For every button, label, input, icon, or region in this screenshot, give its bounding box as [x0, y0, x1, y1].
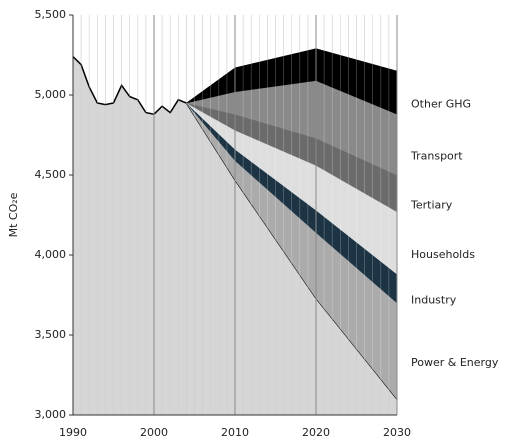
y-tick-label: 3,000 [35, 408, 67, 421]
x-tick-label: 2010 [221, 426, 249, 439]
y-tick-label: 5,000 [35, 88, 67, 101]
y-tick-label: 3,500 [35, 328, 67, 341]
x-tick-label: 2020 [302, 426, 330, 439]
legend-label: Other GHG [411, 98, 471, 111]
legend-label: Tertiary [410, 198, 453, 211]
x-tick-label: 2000 [140, 426, 168, 439]
legend-label: Power & Energy [411, 356, 499, 369]
x-tick-label: 1990 [59, 426, 87, 439]
legend-label: Households [411, 248, 475, 261]
x-tick-label: 2030 [383, 426, 411, 439]
legend-label: Industry [411, 294, 457, 307]
legend-label: Transport [410, 150, 463, 163]
y-tick-label: 4,500 [35, 168, 67, 181]
y-tick-label: 4,000 [35, 248, 67, 261]
y-axis-label: Mt CO₂e [7, 192, 20, 237]
y-tick-label: 5,500 [35, 8, 67, 21]
